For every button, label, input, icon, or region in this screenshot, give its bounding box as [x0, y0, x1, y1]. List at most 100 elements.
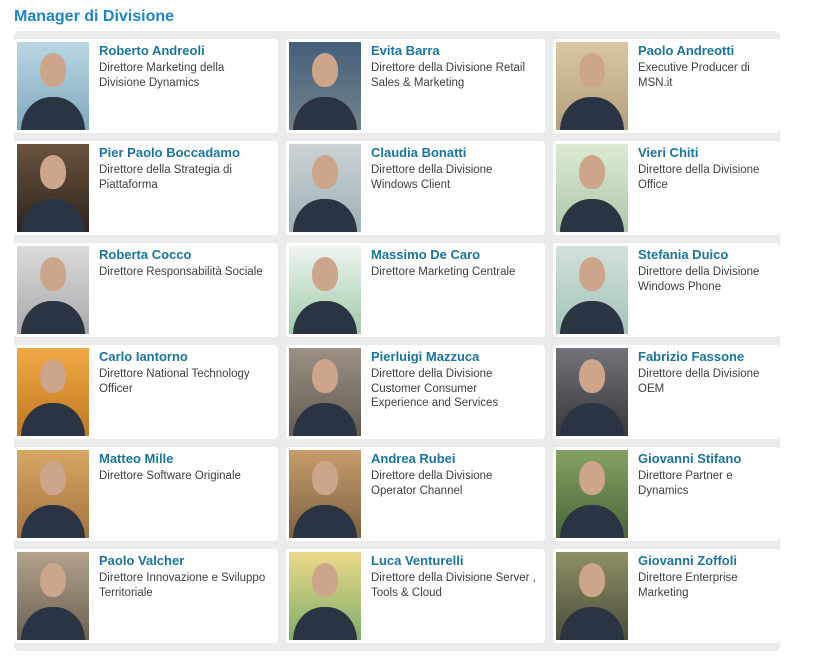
manager-name-link[interactable]: Roberta Cocco: [99, 247, 192, 262]
person-silhouette: [556, 450, 628, 538]
portrait-photo[interactable]: [556, 348, 628, 436]
manager-info: Giovanni Zoffoli Direttore Enterprise Ma…: [628, 552, 777, 600]
manager-title: Direttore Marketing della Divisione Dyna…: [99, 61, 225, 89]
person-silhouette: [289, 144, 361, 232]
manager-card: Giovanni Zoffoli Direttore Enterprise Ma…: [553, 549, 780, 643]
manager-info: Matteo Mille Direttore Software Original…: [89, 450, 247, 484]
manager-name-link[interactable]: Massimo De Caro: [371, 247, 481, 262]
manager-info: Fabrizio Fassone Direttore della Divisio…: [628, 348, 777, 396]
person-silhouette: [556, 348, 628, 436]
manager-name-link[interactable]: Andrea Rubei: [371, 451, 456, 466]
manager-name-link[interactable]: Paolo Valcher: [99, 553, 185, 568]
portrait-photo[interactable]: [17, 144, 89, 232]
person-silhouette: [289, 450, 361, 538]
person-silhouette: [289, 42, 361, 130]
manager-name-link[interactable]: Stefania Duico: [638, 247, 729, 262]
manager-name-link[interactable]: Fabrizio Fassone: [638, 349, 745, 364]
person-silhouette: [17, 42, 89, 130]
person-silhouette: [556, 552, 628, 640]
manager-card: Fabrizio Fassone Direttore della Divisio…: [553, 345, 780, 439]
manager-name-link[interactable]: Giovanni Zoffoli: [638, 553, 737, 568]
manager-title: Direttore della Divisione Office: [638, 163, 760, 191]
manager-name-link[interactable]: Pier Paolo Boccadamo: [99, 145, 240, 160]
manager-card: Pierluigi Mazzuca Direttore della Divisi…: [286, 345, 545, 439]
manager-title: Direttore Innovazione e Sviluppo Territo…: [99, 571, 266, 599]
portrait-photo[interactable]: [289, 552, 361, 640]
portrait-photo[interactable]: [289, 246, 361, 334]
portrait-photo[interactable]: [556, 552, 628, 640]
manager-name-link[interactable]: Luca Venturelli: [371, 553, 464, 568]
manager-info: Paolo Andreotti Executive Producer di MS…: [628, 42, 777, 90]
page-title: Manager di Divisione: [14, 8, 175, 25]
managers-grid: Roberto Andreoli Direttore Marketing del…: [14, 31, 780, 651]
portrait-photo[interactable]: [289, 348, 361, 436]
manager-title: Direttore della Divisione Retail Sales &…: [371, 61, 526, 89]
person-silhouette: [289, 552, 361, 640]
manager-title: Direttore della Strategia di Piattaforma: [99, 163, 232, 191]
portrait-photo[interactable]: [289, 144, 361, 232]
manager-title: Direttore della Divisione Windows Phone: [638, 265, 760, 293]
person-silhouette: [17, 348, 89, 436]
manager-card: Claudia Bonatti Direttore della Division…: [286, 141, 545, 235]
manager-info: Stefania Duico Direttore della Divisione…: [628, 246, 777, 294]
person-silhouette: [556, 246, 628, 334]
portrait-photo[interactable]: [556, 42, 628, 130]
portrait-photo[interactable]: [17, 348, 89, 436]
manager-info: Pier Paolo Boccadamo Direttore della Str…: [89, 144, 275, 192]
manager-card: Massimo De Caro Direttore Marketing Cent…: [286, 243, 545, 337]
portrait-photo[interactable]: [556, 144, 628, 232]
manager-info: Massimo De Caro Direttore Marketing Cent…: [361, 246, 521, 280]
manager-card: Paolo Andreotti Executive Producer di MS…: [553, 39, 780, 133]
manager-info: Luca Venturelli Direttore della Division…: [361, 552, 542, 600]
portrait-photo[interactable]: [17, 450, 89, 538]
manager-title: Direttore Partner e Dynamics: [638, 469, 733, 497]
manager-card: Andrea Rubei Direttore della Divisione O…: [286, 447, 545, 541]
manager-name-link[interactable]: Pierluigi Mazzuca: [371, 349, 480, 364]
person-silhouette: [289, 348, 361, 436]
manager-card: Evita Barra Direttore della Divisione Re…: [286, 39, 545, 133]
manager-title: Direttore della Divisione Server , Tools…: [371, 571, 536, 599]
portrait-photo[interactable]: [17, 246, 89, 334]
manager-info: Claudia Bonatti Direttore della Division…: [361, 144, 542, 192]
person-silhouette: [289, 246, 361, 334]
portrait-photo[interactable]: [289, 450, 361, 538]
manager-name-link[interactable]: Claudia Bonatti: [371, 145, 467, 160]
portrait-photo[interactable]: [17, 42, 89, 130]
person-silhouette: [17, 450, 89, 538]
manager-name-link[interactable]: Giovanni Stifano: [638, 451, 742, 466]
person-silhouette: [17, 144, 89, 232]
portrait-photo[interactable]: [289, 42, 361, 130]
manager-card: Roberta Cocco Direttore Responsabilità S…: [14, 243, 278, 337]
manager-info: Roberto Andreoli Direttore Marketing del…: [89, 42, 275, 90]
person-silhouette: [17, 552, 89, 640]
manager-name-link[interactable]: Carlo Iantorno: [99, 349, 188, 364]
portrait-photo[interactable]: [556, 450, 628, 538]
manager-card: Paolo Valcher Direttore Innovazione e Sv…: [14, 549, 278, 643]
manager-info: Giovanni Stifano Direttore Partner e Dyn…: [628, 450, 777, 498]
manager-info: Carlo Iantorno Direttore National Techno…: [89, 348, 275, 396]
manager-title: Executive Producer di MSN.it: [638, 61, 750, 89]
manager-info: Andrea Rubei Direttore della Divisione O…: [361, 450, 542, 498]
person-silhouette: [556, 42, 628, 130]
manager-name-link[interactable]: Paolo Andreotti: [638, 43, 735, 58]
person-silhouette: [556, 144, 628, 232]
portrait-photo[interactable]: [17, 552, 89, 640]
portrait-photo[interactable]: [556, 246, 628, 334]
manager-card: Giovanni Stifano Direttore Partner e Dyn…: [553, 447, 780, 541]
manager-info: Pierluigi Mazzuca Direttore della Divisi…: [361, 348, 542, 411]
manager-name-link[interactable]: Evita Barra: [371, 43, 440, 58]
manager-title: Direttore National Technology Officer: [99, 367, 250, 395]
manager-title: Direttore della Divisione Windows Client: [371, 163, 493, 191]
manager-name-link[interactable]: Vieri Chiti: [638, 145, 699, 160]
manager-card: Carlo Iantorno Direttore National Techno…: [14, 345, 278, 439]
manager-title: Direttore della Divisione Customer Consu…: [371, 367, 499, 410]
manager-title: Direttore Marketing Centrale: [371, 265, 516, 278]
manager-card: Pier Paolo Boccadamo Direttore della Str…: [14, 141, 278, 235]
manager-info: Roberta Cocco Direttore Responsabilità S…: [89, 246, 269, 280]
manager-title: Direttore della Divisione Operator Chann…: [371, 469, 493, 497]
manager-name-link[interactable]: Roberto Andreoli: [99, 43, 205, 58]
manager-name-link[interactable]: Matteo Mille: [99, 451, 174, 466]
manager-card: Roberto Andreoli Direttore Marketing del…: [14, 39, 278, 133]
manager-card: Matteo Mille Direttore Software Original…: [14, 447, 278, 541]
manager-title: Direttore Enterprise Marketing: [638, 571, 738, 599]
